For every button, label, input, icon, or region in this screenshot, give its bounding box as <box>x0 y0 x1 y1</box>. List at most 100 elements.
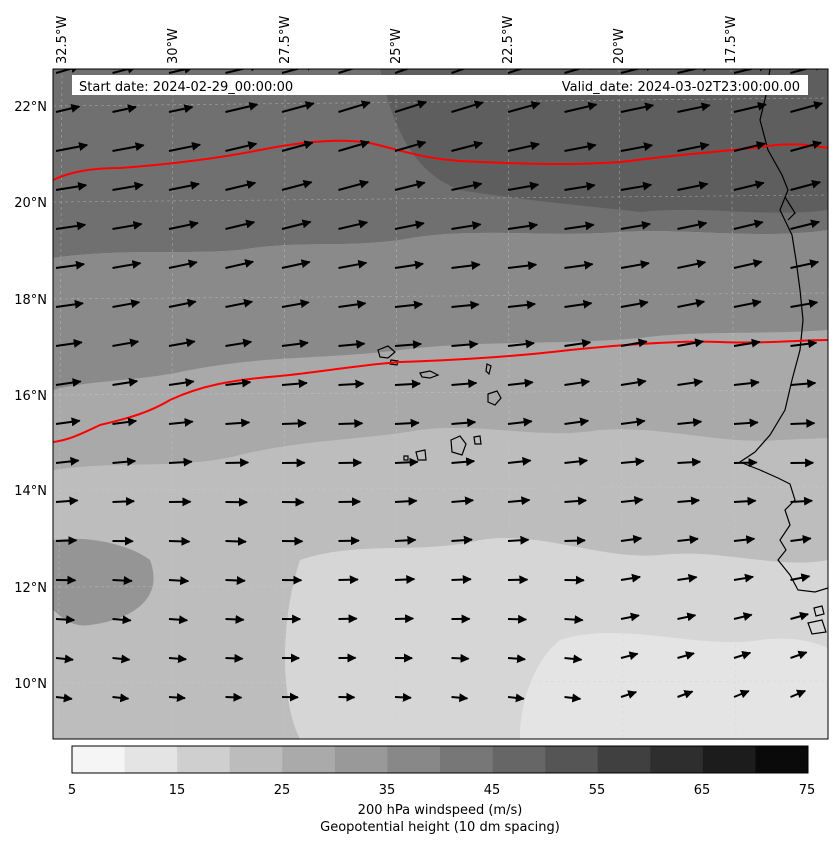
wind-arrow <box>733 338 761 348</box>
wind-arrow <box>225 692 243 702</box>
height-contour-north <box>53 139 828 181</box>
lon-label: 30°W <box>166 28 181 64</box>
latitude-labels: 22°N 20°N 18°N 16°N 14°N 12°N 10°N <box>14 100 47 692</box>
wind-arrow <box>394 69 410 74</box>
date-header: Start date: 2024-02-29_00:00:00 Valid_da… <box>72 75 808 95</box>
bissagos-island <box>813 605 825 617</box>
wind-arrow <box>112 615 132 625</box>
colorbar-label: 200 hPa windspeed (m/s) <box>358 803 523 818</box>
wind-arrow <box>168 104 194 114</box>
wind-arrow <box>507 496 531 506</box>
lat-label: 22°N <box>14 100 47 115</box>
wind-arrow <box>394 180 426 191</box>
wind-arrow <box>281 418 307 428</box>
wind-arrow <box>733 689 750 699</box>
colorbar-tick-label: 25 <box>274 783 291 798</box>
valid-date-label: Valid_date: 2024-03-02T23:00:00.00 <box>562 80 800 95</box>
wind-arrow <box>112 457 137 467</box>
wind-arrow <box>112 142 145 152</box>
wind-arrow <box>790 219 820 230</box>
wind-arrow <box>564 654 583 664</box>
wind-arrow <box>225 338 253 348</box>
wind-arrow <box>620 260 650 269</box>
wind-arrow <box>564 142 597 152</box>
wind-arrow <box>225 575 246 585</box>
colorbar-swatch <box>282 746 336 773</box>
colorbar-swatch <box>124 746 178 773</box>
wind-arrow <box>451 180 483 191</box>
colorbar-tick-label: 35 <box>379 783 396 798</box>
wind-arrow <box>451 300 480 310</box>
wind-arrow <box>790 101 824 113</box>
wind-arrow <box>677 651 695 660</box>
wind-arrow <box>507 69 542 74</box>
wind-arrow <box>168 378 195 388</box>
wind-arrow <box>225 614 245 624</box>
wind-arrow <box>112 104 137 114</box>
wind-arrow <box>394 692 412 702</box>
wind-arrow <box>394 140 427 152</box>
wind-arrow <box>281 299 310 309</box>
wind-arrow <box>55 536 78 546</box>
wind-arrow <box>507 300 536 310</box>
geopotential-label: Geopotential height (10 dm spacing) <box>320 820 560 835</box>
colorbar-swatch <box>229 746 283 773</box>
wind-arrow <box>55 378 82 388</box>
lon-label: 25°W <box>389 28 404 64</box>
wind-arrow <box>112 377 139 387</box>
cape-verde-island <box>450 435 467 456</box>
wind-arrow <box>55 654 74 664</box>
wind-arrow <box>338 100 371 113</box>
wind-arrow <box>564 338 592 348</box>
bissagos-island <box>807 619 827 635</box>
colorbar-tick-label: 65 <box>694 783 711 798</box>
wind-arrow <box>168 693 186 703</box>
wind-arrow <box>55 299 84 309</box>
wind-arrow <box>338 299 367 309</box>
wind-arrow <box>677 338 705 348</box>
wind-arrow <box>733 180 765 191</box>
colorbar-swatch <box>650 746 704 773</box>
wind-arrow <box>55 693 73 703</box>
wind-arrow <box>733 612 753 621</box>
wind-arrow <box>394 260 424 270</box>
wind-arrow <box>168 615 189 625</box>
wind-arrow <box>112 576 133 586</box>
wind-arrow <box>112 299 141 309</box>
wind-arrow <box>281 219 312 230</box>
wind-arrow <box>168 417 194 427</box>
wind-arrow <box>677 259 707 269</box>
shade-band-white <box>520 632 828 739</box>
wind-arrow <box>620 69 655 74</box>
wind-arrow <box>677 181 709 191</box>
wind-arrow <box>733 496 757 506</box>
wind-arrow <box>168 69 194 74</box>
wind-arrow <box>620 690 638 699</box>
wind-arrow <box>677 417 703 427</box>
wind-arrow <box>394 340 422 350</box>
wind-arrow <box>677 102 711 113</box>
wind-arrow <box>225 259 255 269</box>
colorbar-frame <box>71 745 809 774</box>
wind-arrow <box>620 377 647 387</box>
colorbar-ticks: 5 15 25 35 45 55 65 75 <box>68 783 815 798</box>
wind-arrow <box>677 496 700 506</box>
wind-arrow <box>733 259 763 269</box>
date-header-background <box>72 75 808 95</box>
colorbar-swatch <box>334 746 388 773</box>
wind-arrow <box>451 69 467 74</box>
wind-arrow <box>790 534 812 544</box>
wind-arrow <box>168 220 199 230</box>
lon-label: 17.5°W <box>724 16 739 64</box>
wind-arrow <box>451 221 482 231</box>
wind-arrow <box>338 339 366 349</box>
lat-label: 20°N <box>14 196 47 211</box>
wind-arrow <box>564 260 594 270</box>
wind-arrow <box>790 650 808 660</box>
wind-arrow <box>55 260 85 270</box>
wind-arrow <box>677 220 708 230</box>
wind-arrow <box>790 379 817 389</box>
wind-arrow <box>168 141 201 152</box>
wind-arrow <box>394 457 419 467</box>
wind-arrow <box>677 573 698 583</box>
